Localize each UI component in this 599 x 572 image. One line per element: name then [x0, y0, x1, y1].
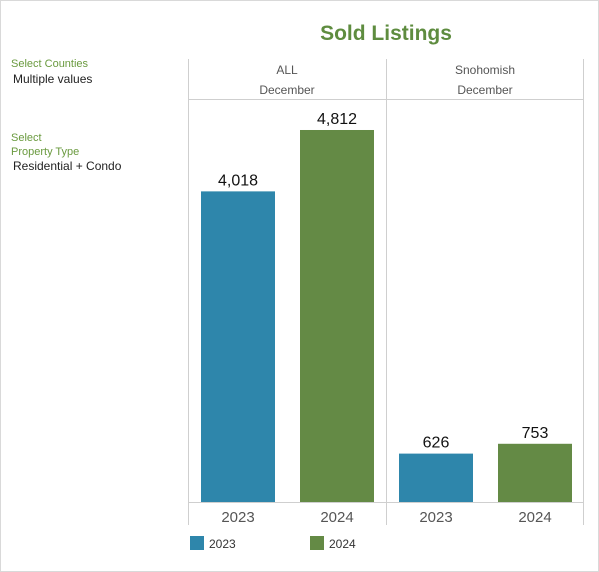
chart-title: Sold Listings	[320, 22, 452, 45]
panel-snohomish-name: Snohomish	[454, 63, 516, 77]
panel-all-month: December	[259, 83, 315, 97]
bar-all-2023[interactable]	[201, 191, 275, 502]
legend-label-2023: 2023	[209, 537, 236, 551]
x-tick-snohomish-2023: 2023	[419, 509, 452, 526]
legend-swatch-2024	[310, 536, 324, 550]
select-counties-value[interactable]: Multiple values	[13, 72, 93, 86]
bar-snohomish-2024[interactable]	[498, 443, 572, 502]
panel-divider-left	[188, 59, 189, 525]
data-label-all-2023: 4,018	[218, 172, 258, 189]
bar-all-2024[interactable]	[300, 129, 374, 502]
select-property-type-label-line1: Select	[11, 132, 42, 144]
legend-label-2024: 2024	[329, 537, 356, 551]
panel-divider-middle	[386, 59, 387, 525]
header-divider	[188, 99, 584, 100]
data-label-snohomish-2023: 626	[423, 435, 450, 452]
panel-snohomish-month: December	[457, 83, 513, 97]
data-label-all-2024: 4,812	[317, 111, 357, 128]
baseline	[188, 502, 584, 503]
x-tick-snohomish-2024: 2024	[518, 509, 551, 526]
x-tick-all-2023: 2023	[221, 509, 254, 526]
select-property-type-label-line2: Property Type	[11, 146, 80, 158]
select-counties-label: Select Counties	[11, 58, 89, 70]
x-tick-all-2024: 2024	[320, 509, 353, 526]
legend-swatch-2023	[190, 536, 204, 550]
data-label-snohomish-2024: 753	[522, 425, 549, 442]
panel-all-name: ALL	[276, 63, 298, 77]
panel-divider-right	[583, 59, 584, 525]
bar-snohomish-2023[interactable]	[399, 453, 473, 502]
select-property-type-value[interactable]: Residential + Condo	[13, 159, 122, 173]
